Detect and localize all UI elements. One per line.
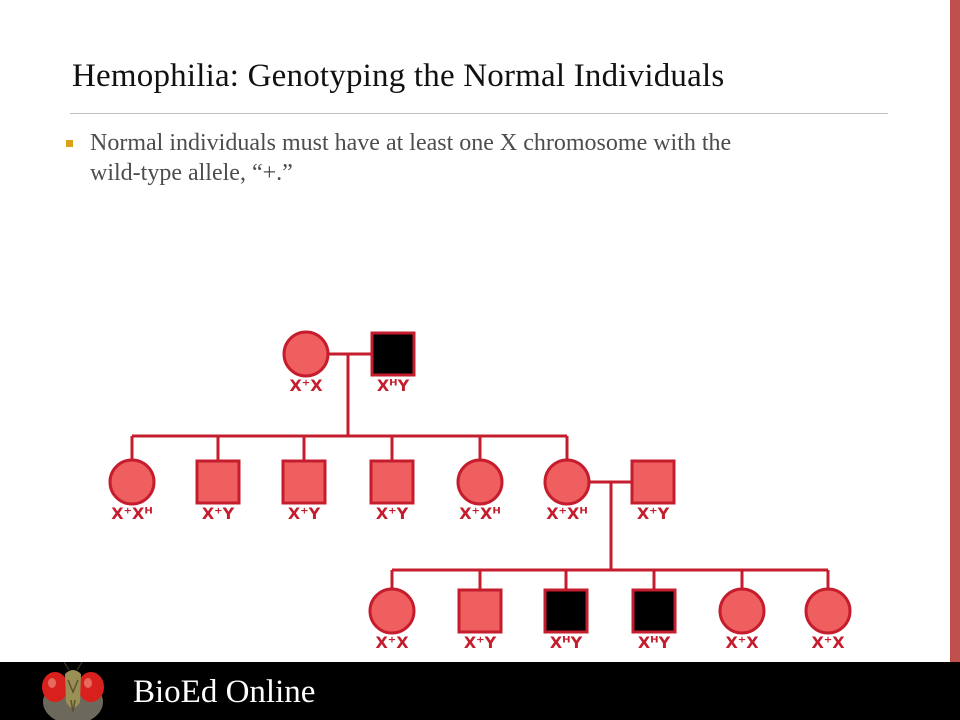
footer-brand-text: BioEd Online <box>133 674 316 710</box>
genotype-label: X⁺Xᴴ <box>546 504 588 523</box>
generation-1-individual: XᴴY <box>370 331 416 395</box>
genotype-label: XᴴY <box>377 376 410 395</box>
genotype-label: X⁺Y <box>202 504 235 523</box>
genotype-label: XᴴY <box>638 633 671 652</box>
generation-3-individual: XᴴY <box>543 588 589 652</box>
male-symbol <box>543 588 589 634</box>
generation-3-individual: X⁺X <box>804 587 852 652</box>
genotype-label: X⁺X <box>811 633 845 652</box>
genotype-label: X⁺Y <box>637 504 670 523</box>
female-symbol <box>456 458 504 506</box>
genotype-label: X⁺Y <box>288 504 321 523</box>
male-symbol <box>631 588 677 634</box>
pedigree-connector-lines <box>130 352 830 589</box>
bullet-square-icon <box>66 140 73 147</box>
pedigree-individuals: X⁺X XᴴY X⁺Xᴴ X⁺Y X⁺Y X⁺Y X⁺Xᴴ X⁺Xᴴ X⁺Y X⁺X X⁺Y XᴴY X… <box>108 330 852 652</box>
generation-2-individual: X⁺Y <box>281 459 327 523</box>
right-accent-bar <box>950 0 960 662</box>
male-symbol <box>369 459 415 505</box>
male-symbol <box>195 459 241 505</box>
generation-2-individual: X⁺Xᴴ <box>456 458 504 523</box>
footer-bar: BioEd Online <box>0 662 960 720</box>
genotype-label: XᴴY <box>550 633 583 652</box>
male-symbol <box>630 459 676 505</box>
female-symbol <box>804 587 852 635</box>
generation-3-individual: X⁺X <box>718 587 766 652</box>
genotype-label: X⁺Y <box>464 633 497 652</box>
generation-3-individual: XᴴY <box>631 588 677 652</box>
genotype-label: X⁺X <box>375 633 409 652</box>
male-symbol <box>457 588 503 634</box>
genotype-label: X⁺X <box>725 633 759 652</box>
generation-3-individual: X⁺Y <box>457 588 503 652</box>
generation-1-individual: X⁺X <box>282 330 330 395</box>
male-symbol <box>370 331 416 377</box>
female-symbol <box>108 458 156 506</box>
female-symbol <box>282 330 330 378</box>
slide-title: Hemophilia: Genotyping the Normal Indivi… <box>72 58 725 94</box>
generation-2-individual: X⁺Y <box>630 459 676 523</box>
female-symbol <box>543 458 591 506</box>
genotype-label: X⁺Xᴴ <box>459 504 501 523</box>
generation-2-individual: X⁺Y <box>369 459 415 523</box>
female-symbol <box>718 587 766 635</box>
male-symbol <box>281 459 327 505</box>
generation-2-individual: X⁺Xᴴ <box>543 458 591 523</box>
generation-3-individual: X⁺X <box>368 587 416 652</box>
genotype-label: X⁺Xᴴ <box>111 504 153 523</box>
title-divider <box>70 113 888 114</box>
fruit-fly-icon <box>42 662 104 720</box>
female-symbol <box>368 587 416 635</box>
generation-2-individual: X⁺Xᴴ <box>108 458 156 523</box>
genotype-label: X⁺Y <box>376 504 409 523</box>
bullet-text: Normal individuals must have at least on… <box>90 130 732 186</box>
genotype-label: X⁺X <box>289 376 323 395</box>
generation-2-individual: X⁺Y <box>195 459 241 523</box>
